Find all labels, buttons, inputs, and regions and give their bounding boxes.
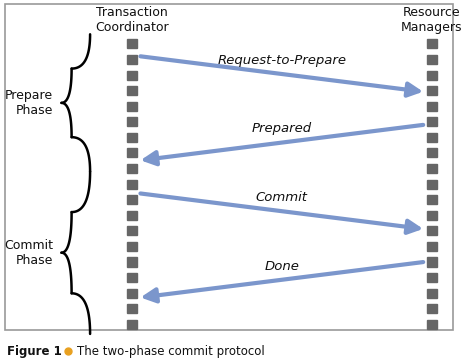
Bar	[427, 70, 437, 79]
Bar	[427, 39, 437, 48]
Bar	[427, 304, 437, 313]
Bar	[427, 86, 437, 95]
Bar	[427, 257, 437, 266]
Bar	[127, 179, 137, 189]
Text: Prepare
Phase: Prepare Phase	[5, 89, 53, 117]
Text: Request-to-Prepare: Request-to-Prepare	[217, 54, 346, 67]
Bar	[127, 257, 137, 266]
Bar	[127, 148, 137, 157]
Bar	[127, 289, 137, 298]
Bar	[427, 211, 437, 220]
Bar	[427, 55, 437, 64]
Bar	[127, 195, 137, 204]
Text: Commit
Phase: Commit Phase	[4, 239, 53, 267]
Bar	[427, 117, 437, 126]
Bar	[427, 289, 437, 298]
Bar	[127, 211, 137, 220]
Text: Transaction
Coordinator: Transaction Coordinator	[95, 6, 169, 34]
Bar	[127, 86, 137, 95]
Text: The two-phase commit protocol: The two-phase commit protocol	[77, 345, 264, 358]
Text: Done: Done	[264, 260, 299, 273]
Bar	[127, 39, 137, 48]
Bar	[427, 179, 437, 189]
Bar	[127, 304, 137, 313]
Bar	[127, 320, 137, 329]
Text: Figure 1: Figure 1	[7, 345, 62, 358]
Bar	[127, 55, 137, 64]
Bar	[427, 164, 437, 173]
Bar	[427, 273, 437, 282]
Text: Resource
Managers: Resource Managers	[401, 6, 462, 34]
Bar	[127, 133, 137, 142]
Bar	[127, 226, 137, 235]
Text: Prepared: Prepared	[252, 122, 312, 135]
Text: Commit: Commit	[256, 191, 308, 204]
Bar	[427, 320, 437, 329]
Bar	[427, 242, 437, 251]
Bar	[127, 117, 137, 126]
Bar	[127, 242, 137, 251]
Bar	[127, 164, 137, 173]
Bar	[427, 133, 437, 142]
Bar	[427, 102, 437, 111]
Bar	[427, 148, 437, 157]
Bar	[127, 102, 137, 111]
Bar	[427, 226, 437, 235]
Bar	[427, 195, 437, 204]
Bar	[127, 70, 137, 79]
Bar	[127, 273, 137, 282]
